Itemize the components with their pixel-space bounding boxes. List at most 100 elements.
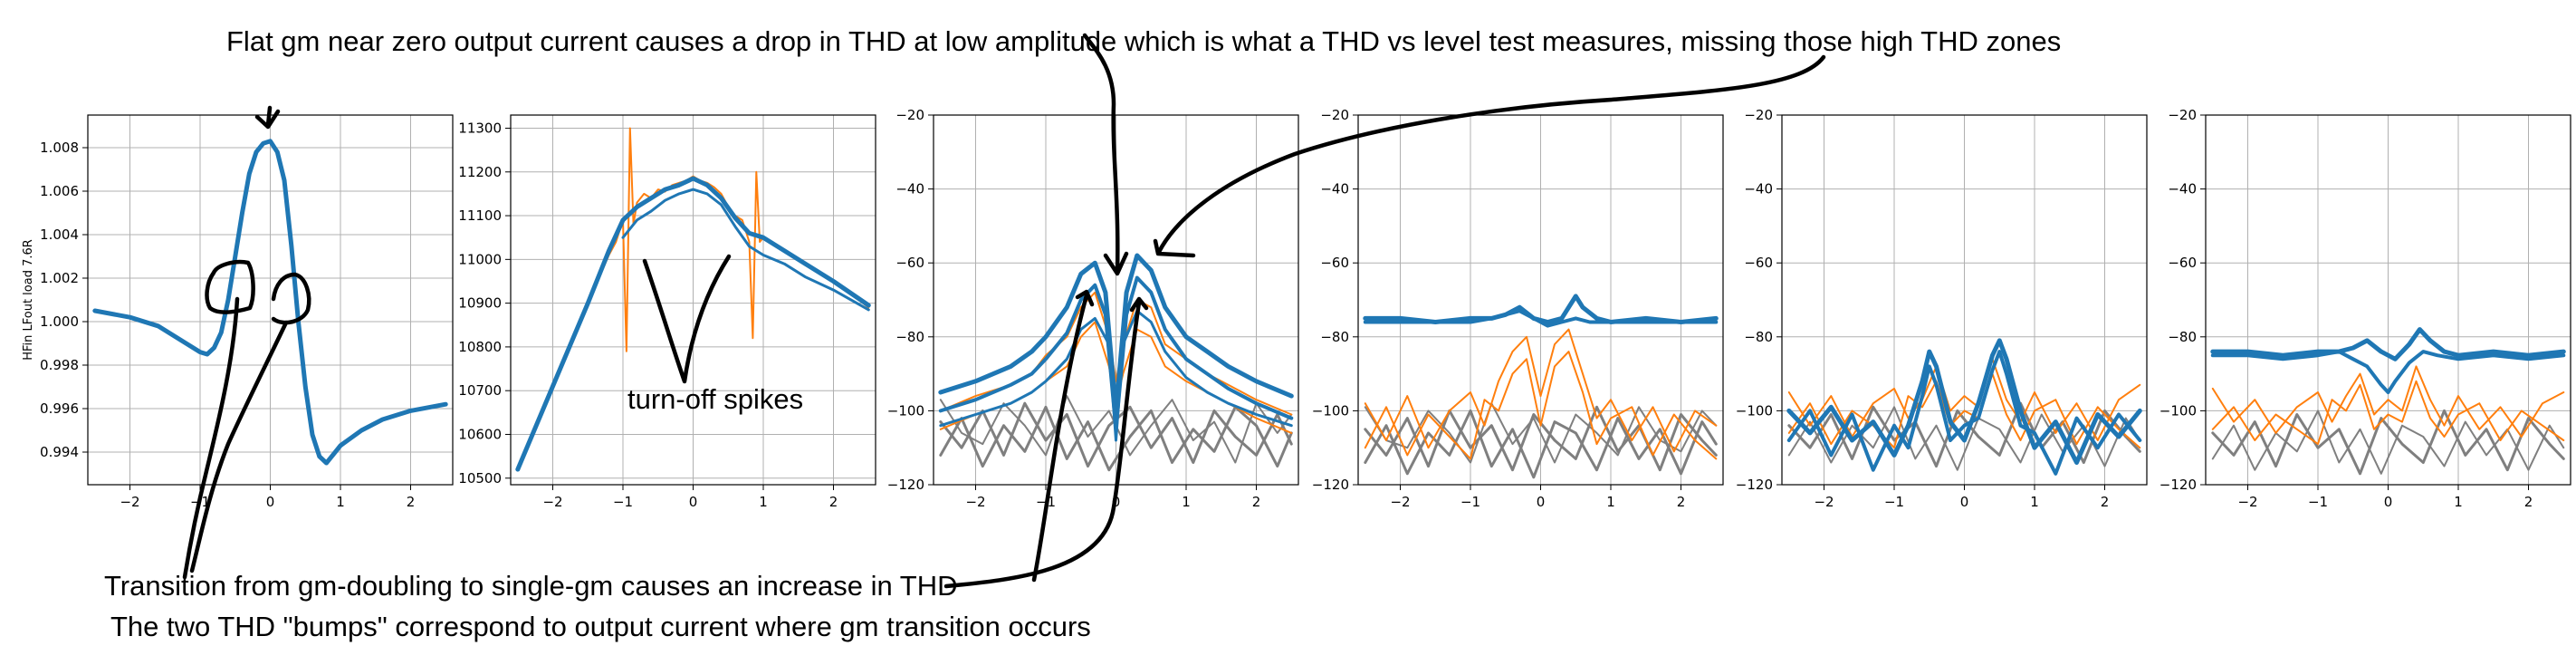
x-tick-label: −1 xyxy=(1460,494,1480,510)
y-tick-label: −40 xyxy=(2168,181,2197,198)
arrow-to-peak xyxy=(254,105,281,130)
series-line-orange xyxy=(2211,380,2565,446)
x-tick-label: 1 xyxy=(1182,494,1191,510)
y-axis-label: HFin LFout load 7.6R xyxy=(22,239,35,361)
line-loop-right-to-text xyxy=(189,320,289,573)
line-loop-left-to-text xyxy=(182,296,240,580)
series-group xyxy=(92,139,448,466)
series-line-blue xyxy=(92,139,448,466)
arrow-transition-to-left-bump xyxy=(1031,289,1095,583)
y-tick-label: −120 xyxy=(1312,477,1349,493)
series-line-gray xyxy=(2211,409,2565,476)
y-tick-label: 11300 xyxy=(458,120,502,136)
y-tick-label: −80 xyxy=(895,329,924,345)
x-tick-label: 1 xyxy=(2454,494,2463,510)
y-tick-label: −100 xyxy=(2159,402,2197,419)
series-line-gray xyxy=(939,395,1293,464)
series-group xyxy=(1786,338,2142,476)
x-tick-label: 0 xyxy=(2384,494,2393,510)
x-tick-label: 2 xyxy=(829,494,838,510)
panel-2: −2 −1 0 1 2 10500 10600 10700 10800 10900 11000 111… xyxy=(458,114,876,510)
series-line-orange xyxy=(1364,328,1718,453)
panel-3: −2 −1 0 1 2−120−100−80−60−40−20 xyxy=(887,107,1299,510)
y-tick-label: −100 xyxy=(1736,402,1773,419)
x-tick-label: 2 xyxy=(2101,494,2110,510)
panel-5: −2 −1 0 1 2 −120 −100 −80 −60 −40 −20 xyxy=(1736,107,2148,510)
series-line-blue xyxy=(1363,309,1719,328)
series-line-blue xyxy=(2210,350,2566,394)
series-line-orange xyxy=(2211,365,2565,438)
x-tick-label: −2 xyxy=(542,494,562,510)
y-tick-label: 0.998 xyxy=(40,357,79,373)
x-tick-label: 0 xyxy=(689,494,698,510)
y-tick-label: 11000 xyxy=(458,251,502,267)
annotation-transition: Transition from gm-doubling to single-gm… xyxy=(104,570,958,602)
series-group xyxy=(1363,294,1719,479)
y-tick-label: 10700 xyxy=(458,382,502,399)
series-line-orange xyxy=(1787,358,2141,441)
y-tick-label: −80 xyxy=(1320,329,1349,345)
y-tick-label: −20 xyxy=(1320,107,1349,123)
series-line-gray xyxy=(1364,405,1718,472)
x-tick-label: 0 xyxy=(1960,494,1969,510)
plot-panels: −2 −1 0 1 2 0.994 0.996 0.998 1.000 1.002 1.004 1.0… xyxy=(22,107,2571,510)
x-tick-label: −2 xyxy=(1814,494,1834,510)
y-tick-label: −40 xyxy=(895,181,924,198)
panel-1: −2 −1 0 1 20.9940.9960.9981.0001.0021.0041.0… xyxy=(22,114,454,510)
annotation-bumps: The two THD "bumps" correspond to output… xyxy=(110,611,1091,642)
series-line-orange xyxy=(1787,372,2141,449)
x-tick-label: −2 xyxy=(2237,494,2257,510)
handdrawn-arrows xyxy=(182,33,1826,589)
x-tick-label: 0 xyxy=(266,494,275,510)
spikes-pointer xyxy=(642,254,732,384)
series-line-blue xyxy=(1786,350,2142,476)
panel-6: −2 −1 0 1 2 −120 −100 −80 −60 −40 −20 xyxy=(2159,107,2571,510)
series-line-blue xyxy=(1786,338,2142,465)
y-tick-label: −60 xyxy=(2168,255,2197,271)
series-group xyxy=(515,127,871,472)
loop-right-transition xyxy=(271,272,311,325)
x-tick-label: −1 xyxy=(1884,494,1904,510)
series-line-gray xyxy=(1364,402,1718,464)
x-tick-label: 2 xyxy=(2524,494,2533,510)
y-tick-label: −80 xyxy=(1744,329,1773,345)
x-tick-label: −2 xyxy=(120,494,139,510)
x-tick-label: 2 xyxy=(1677,494,1686,510)
y-tick-label: −20 xyxy=(895,107,924,123)
y-tick-label: 10500 xyxy=(458,470,502,487)
series-line-blue xyxy=(515,176,871,472)
series-group xyxy=(938,253,1294,472)
y-tick-label: −100 xyxy=(887,402,924,419)
y-tick-label: −20 xyxy=(2168,107,2197,123)
series-line-blue xyxy=(621,188,870,312)
annotation-top: Flat gm near zero output current causes … xyxy=(226,25,2062,57)
series-group xyxy=(2210,327,2566,476)
y-tick-label: 1.006 xyxy=(40,183,79,199)
y-tick-label: −60 xyxy=(895,255,924,271)
y-tick-label: 11100 xyxy=(458,207,502,224)
x-tick-label: 0 xyxy=(1537,494,1546,510)
series-line-orange xyxy=(1364,351,1718,460)
panel-4: −2 −1 0 1 2 −120 −100 −80 −60 −40 −20 xyxy=(1312,107,1724,510)
x-tick-label: 1 xyxy=(336,494,345,510)
series-line-gray xyxy=(939,401,1293,468)
y-tick-label: 10600 xyxy=(458,426,502,442)
y-tick-label: −120 xyxy=(887,477,924,493)
x-tick-label: 2 xyxy=(1252,494,1261,510)
arrow-top-to-panel3 xyxy=(1082,33,1129,276)
y-tick-label: 1.004 xyxy=(40,226,79,243)
y-tick-label: 1.008 xyxy=(40,140,79,156)
y-tick-label: 11200 xyxy=(458,164,502,180)
x-tick-label: 1 xyxy=(759,494,768,510)
x-tick-label: 1 xyxy=(1606,494,1615,510)
x-tick-label: −2 xyxy=(1390,494,1410,510)
y-tick-label: −100 xyxy=(1312,402,1349,419)
series-line-gray xyxy=(2211,410,2565,475)
y-tick-label: 10800 xyxy=(458,339,502,355)
y-tick-label: −120 xyxy=(2159,477,2197,493)
series-line-blue xyxy=(939,309,1293,442)
x-tick-label: 2 xyxy=(407,494,416,510)
arrow-transition-to-right-bump xyxy=(943,296,1149,589)
x-tick-label: 1 xyxy=(2030,494,2039,510)
